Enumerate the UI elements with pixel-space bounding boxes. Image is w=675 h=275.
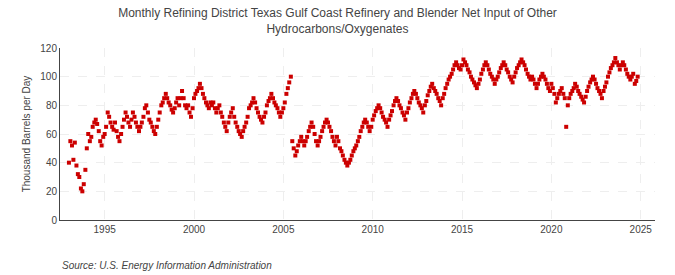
svg-text:1995: 1995 [94, 224, 117, 235]
svg-text:120: 120 [40, 43, 57, 54]
svg-text:0: 0 [51, 215, 57, 226]
svg-text:80: 80 [46, 100, 58, 111]
svg-text:2010: 2010 [362, 224, 385, 235]
svg-text:2025: 2025 [630, 224, 653, 235]
svg-text:2015: 2015 [451, 224, 474, 235]
svg-text:20: 20 [46, 186, 58, 197]
svg-text:40: 40 [46, 157, 58, 168]
svg-text:2005: 2005 [272, 224, 295, 235]
svg-text:100: 100 [40, 71, 57, 82]
svg-text:2020: 2020 [540, 224, 563, 235]
svg-text:Monthly Refining District Texa: Monthly Refining District Texas Gulf Coa… [118, 6, 557, 36]
svg-text:Thousand Barrels per Day: Thousand Barrels per Day [21, 76, 32, 193]
svg-text:60: 60 [46, 129, 58, 140]
svg-text:2000: 2000 [183, 224, 206, 235]
svg-text:Source: U.S. Energy Informatio: Source: U.S. Energy Information Administ… [62, 260, 272, 271]
